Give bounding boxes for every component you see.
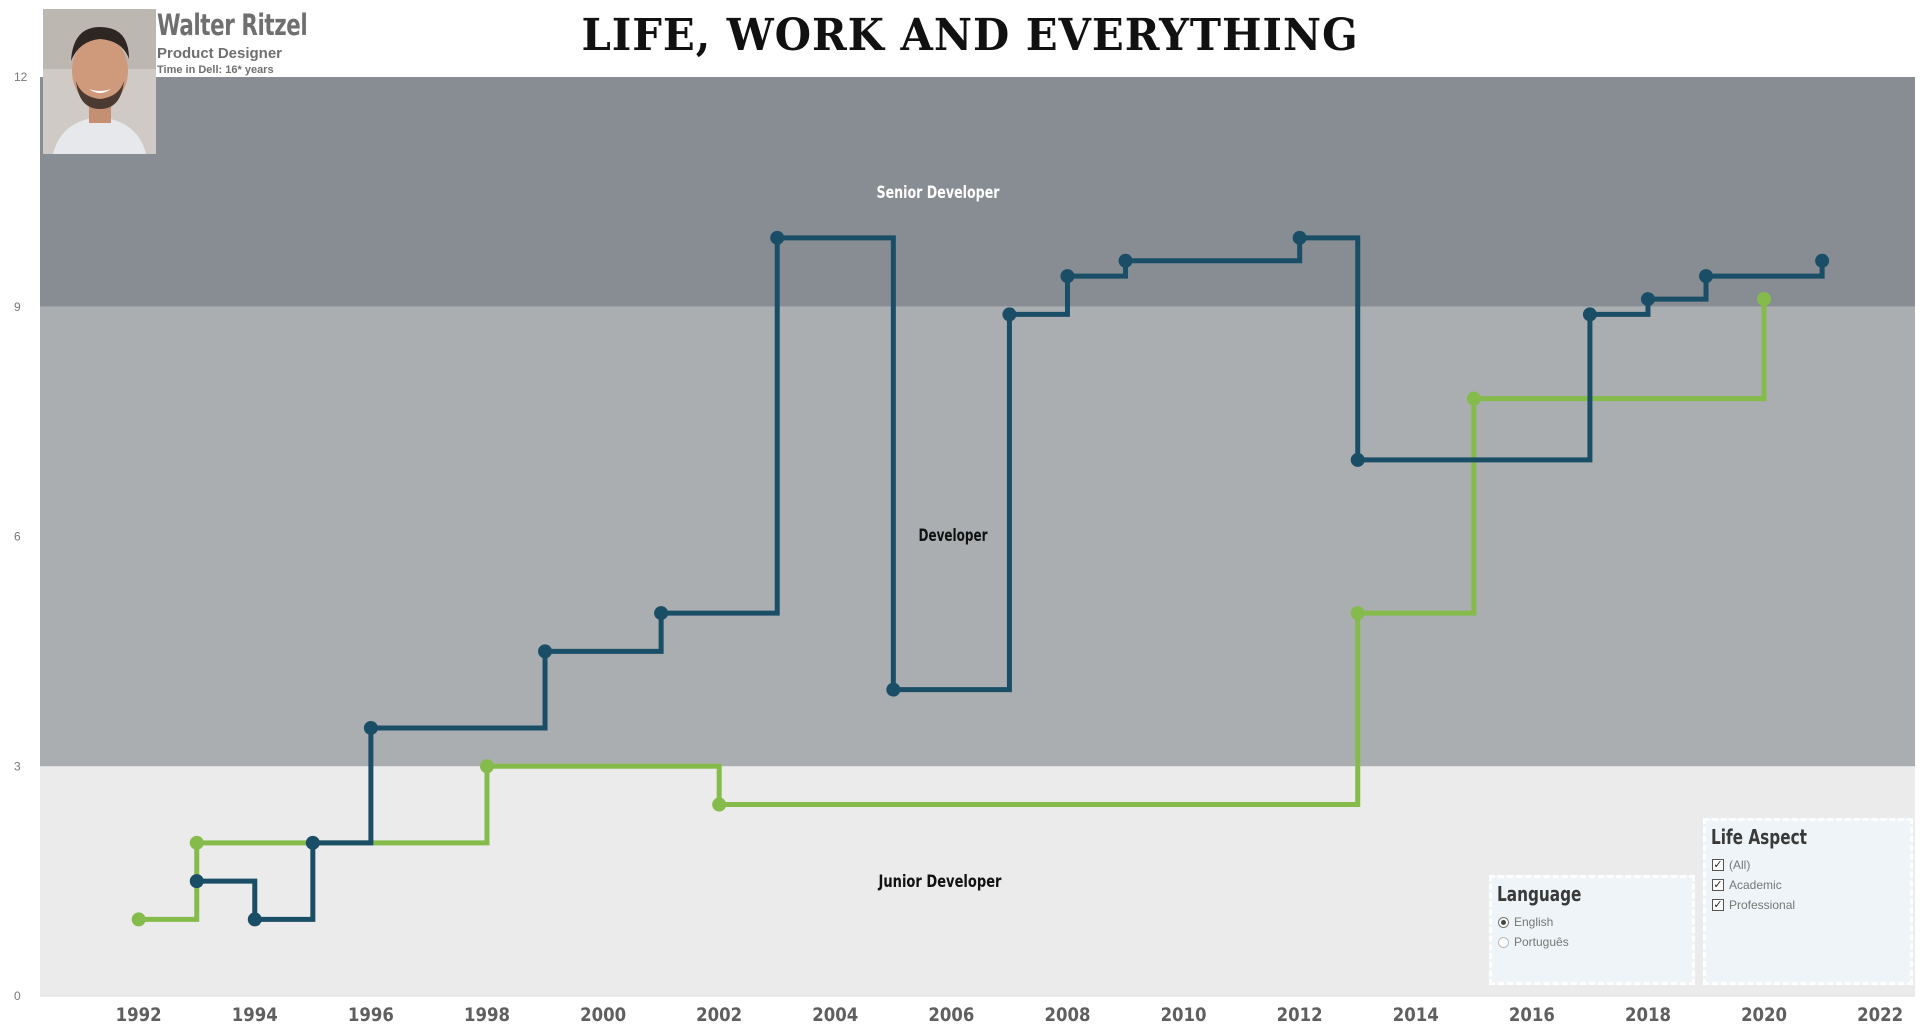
data-point[interactable] — [1815, 253, 1830, 268]
x-tick-label: 2020 — [1741, 1004, 1787, 1026]
person-role: Product Designer — [157, 45, 283, 62]
data-point[interactable] — [189, 874, 204, 889]
role-bands: Junior Developer Developer Senior Develope… — [40, 77, 1915, 997]
data-point[interactable] — [1350, 452, 1365, 467]
y-tick-label: 6 — [14, 530, 21, 544]
language-filter-panel: Language English Português — [1489, 875, 1695, 985]
life-aspect-option-all[interactable]: ✓ (All) — [1712, 858, 1750, 872]
data-point[interactable] — [712, 797, 727, 812]
x-tick-label: 1998 — [464, 1004, 510, 1026]
life-aspect-option-label: Professional — [1729, 898, 1796, 912]
x-tick-label: 2002 — [696, 1004, 742, 1026]
data-point[interactable] — [1292, 230, 1307, 245]
x-tick-label: 1992 — [116, 1004, 162, 1026]
x-tick-label: 2012 — [1277, 1004, 1323, 1026]
data-point[interactable] — [1699, 269, 1714, 284]
band-label: Developer — [919, 526, 988, 546]
life-aspect-option-professional[interactable]: ✓ Professional — [1712, 898, 1795, 912]
person-tenure: Time in Dell: 16* years — [157, 64, 274, 76]
data-point[interactable] — [305, 835, 320, 850]
x-tick-label: 2022 — [1857, 1004, 1903, 1026]
data-point[interactable] — [654, 606, 669, 621]
dashboard-title-text: LIFE, WORK AND EVERYTHING — [581, 10, 1359, 61]
y-tick-label: 0 — [14, 989, 21, 1003]
data-point[interactable] — [1757, 292, 1772, 307]
data-point[interactable] — [1118, 253, 1133, 268]
data-point[interactable] — [1640, 292, 1655, 307]
data-point[interactable] — [363, 720, 378, 735]
life-aspect-option-academic[interactable]: ✓ Academic — [1712, 878, 1782, 892]
checkbox-checked-icon[interactable]: ✓ — [1712, 899, 1724, 911]
language-filter-title: Language — [1497, 882, 1582, 906]
profile-avatar — [43, 9, 156, 154]
x-tick-label: 2018 — [1625, 1004, 1671, 1026]
life-aspect-filter-panel: Life Aspect ✓ (All) ✓ Academic ✓ Profess… — [1703, 818, 1913, 985]
language-option-label: Português — [1514, 935, 1569, 949]
data-point[interactable] — [886, 682, 901, 697]
x-tick-label: 1994 — [232, 1004, 278, 1026]
x-tick-label: 2004 — [812, 1004, 858, 1026]
y-tick-label: 12 — [14, 70, 28, 84]
life-aspect-option-label: (All) — [1729, 858, 1751, 872]
x-tick-label: 1996 — [348, 1004, 394, 1026]
y-tick-label: 9 — [14, 300, 21, 314]
data-point[interactable] — [1466, 391, 1481, 406]
band-senior-developer — [40, 77, 1915, 307]
x-tick-label: 2016 — [1509, 1004, 1555, 1026]
dashboard-title: LIFE, WORK AND EVERYTHING — [0, 10, 1920, 61]
language-option-english[interactable]: English — [1498, 915, 1553, 929]
band-label: Senior Developer — [877, 183, 1000, 203]
data-point[interactable] — [770, 230, 785, 245]
checkbox-checked-icon[interactable]: ✓ — [1712, 859, 1724, 871]
x-tick-label: 2010 — [1161, 1004, 1207, 1026]
x-tick-label: 2014 — [1393, 1004, 1439, 1026]
x-tick-label: 2006 — [928, 1004, 974, 1026]
data-point[interactable] — [1350, 606, 1365, 621]
radio-selected-icon[interactable] — [1498, 916, 1509, 928]
data-point[interactable] — [131, 912, 146, 927]
data-point[interactable] — [1582, 307, 1597, 322]
y-axis: 0 3 6 9 12 — [14, 70, 28, 1003]
data-point[interactable] — [189, 835, 204, 850]
life-aspect-option-label: Academic — [1729, 878, 1782, 892]
x-axis: 1992 1994 1996 1998 2000 2002 2004 2006 2008 2010… — [116, 1004, 1903, 1026]
data-point[interactable] — [1060, 269, 1075, 284]
y-tick-label: 3 — [14, 759, 21, 773]
radio-unselected-icon[interactable] — [1498, 936, 1509, 948]
checkbox-checked-icon[interactable]: ✓ — [1712, 879, 1724, 891]
x-tick-label: 2008 — [1044, 1004, 1090, 1026]
data-point[interactable] — [247, 912, 262, 927]
data-point[interactable] — [479, 759, 494, 774]
series-lines — [131, 230, 1830, 927]
x-tick-label: 2000 — [580, 1004, 626, 1026]
life-aspect-filter-title: Life Aspect — [1711, 825, 1807, 849]
language-option-label: English — [1514, 915, 1554, 929]
data-point[interactable] — [538, 644, 553, 659]
language-option-portugues[interactable]: Português — [1498, 935, 1569, 949]
band-label: Junior Developer — [878, 872, 1002, 892]
person-name: Walter Ritzel — [157, 8, 308, 42]
data-point[interactable] — [1002, 307, 1017, 322]
